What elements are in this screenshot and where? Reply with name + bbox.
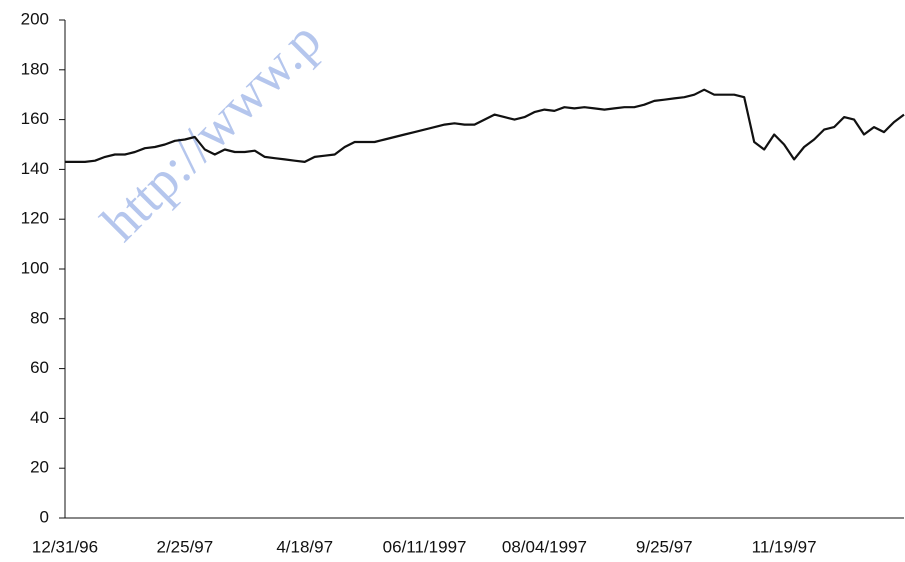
y-tick-label: 180	[21, 59, 49, 78]
y-tick-label: 60	[30, 358, 49, 377]
y-tick-label: 200	[21, 9, 49, 28]
y-tick-label: 100	[21, 258, 49, 277]
x-tick-label: 12/31/96	[32, 537, 98, 556]
y-tick-label: 20	[30, 458, 49, 477]
y-tick-label: 40	[30, 408, 49, 427]
y-tick-label: 120	[21, 209, 49, 228]
watermark: http://www.p	[90, 10, 333, 253]
x-tick-label: 2/25/97	[156, 537, 213, 556]
x-tick-label: 11/19/97	[752, 537, 817, 556]
y-tick-label: 0	[40, 507, 49, 526]
x-tick-label: 4/18/97	[276, 537, 333, 556]
x-tick-label: 08/04/1997	[502, 537, 587, 556]
y-tick-label: 140	[21, 159, 49, 178]
y-tick-label: 160	[21, 109, 49, 128]
line-series	[65, 88, 905, 163]
x-tick-label: 9/25/97	[636, 537, 693, 556]
x-tick-label: 06/11/1997	[383, 537, 467, 556]
y-tick-label: 80	[30, 308, 49, 327]
